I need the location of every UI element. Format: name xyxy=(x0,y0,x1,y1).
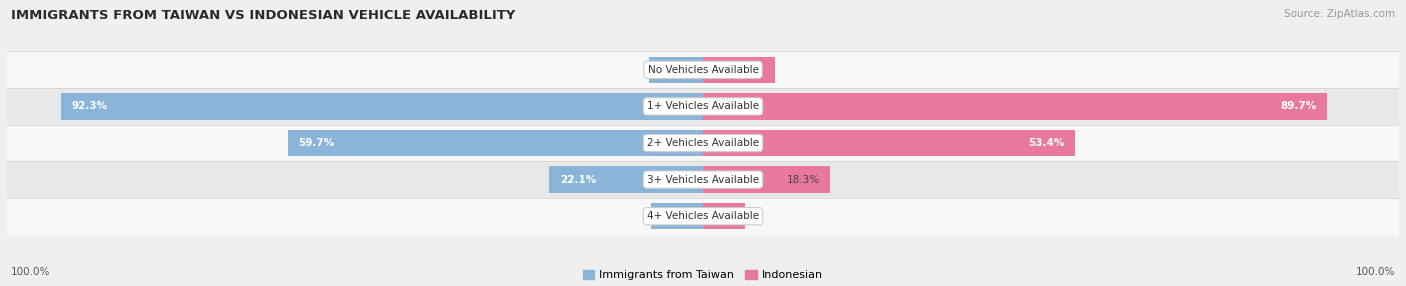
Bar xyxy=(7,125,1399,161)
Bar xyxy=(651,203,703,229)
Text: 22.1%: 22.1% xyxy=(560,175,596,184)
Text: No Vehicles Available: No Vehicles Available xyxy=(648,65,758,75)
Text: IMMIGRANTS FROM TAIWAN VS INDONESIAN VEHICLE AVAILABILITY: IMMIGRANTS FROM TAIWAN VS INDONESIAN VEH… xyxy=(11,9,516,21)
Bar xyxy=(703,57,775,83)
Text: 100.0%: 100.0% xyxy=(1355,267,1395,277)
Bar xyxy=(7,161,1399,198)
Text: 89.7%: 89.7% xyxy=(1281,102,1317,111)
Text: 18.3%: 18.3% xyxy=(787,175,820,184)
Text: 7.5%: 7.5% xyxy=(661,211,688,221)
Text: 4+ Vehicles Available: 4+ Vehicles Available xyxy=(647,211,759,221)
Bar xyxy=(650,57,703,83)
Text: 100.0%: 100.0% xyxy=(11,267,51,277)
Bar xyxy=(7,198,1399,235)
Text: 10.3%: 10.3% xyxy=(731,65,765,75)
Text: 59.7%: 59.7% xyxy=(298,138,335,148)
Text: 6.0%: 6.0% xyxy=(709,211,734,221)
Bar xyxy=(7,88,1399,125)
Text: 2+ Vehicles Available: 2+ Vehicles Available xyxy=(647,138,759,148)
Bar xyxy=(60,93,703,120)
Legend: Immigrants from Taiwan, Indonesian: Immigrants from Taiwan, Indonesian xyxy=(582,270,824,280)
Bar xyxy=(703,93,1327,120)
Bar xyxy=(703,203,745,229)
Text: Source: ZipAtlas.com: Source: ZipAtlas.com xyxy=(1284,9,1395,19)
Text: 3+ Vehicles Available: 3+ Vehicles Available xyxy=(647,175,759,184)
Bar xyxy=(550,166,703,193)
Text: 1+ Vehicles Available: 1+ Vehicles Available xyxy=(647,102,759,111)
Bar xyxy=(7,51,1399,88)
Bar xyxy=(287,130,703,156)
Text: 92.3%: 92.3% xyxy=(72,102,107,111)
Text: 7.7%: 7.7% xyxy=(659,65,686,75)
Bar xyxy=(703,166,831,193)
Bar xyxy=(703,130,1074,156)
Text: 53.4%: 53.4% xyxy=(1028,138,1064,148)
